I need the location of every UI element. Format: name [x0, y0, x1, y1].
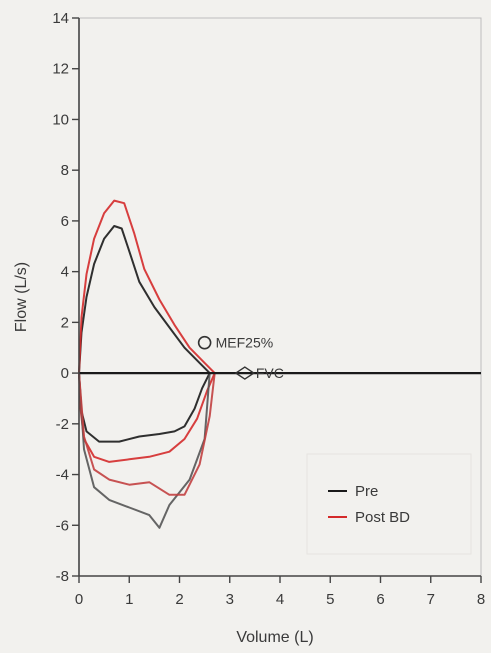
x-tick-label: 5	[326, 591, 334, 608]
annotation-layer: MEF25% FVC	[197, 335, 284, 381]
series-line-loop-3	[78, 372, 216, 496]
y-tick-label: 14	[52, 10, 69, 27]
legend: Pre Post BD	[306, 453, 472, 555]
y-tick-label: 2	[61, 314, 69, 331]
mef25-marker	[197, 335, 212, 350]
y-tick-label: -4	[56, 467, 69, 484]
y-tick-label: -2	[56, 416, 69, 433]
y-tick-label: 10	[52, 111, 69, 128]
annotation-label: FVC	[256, 365, 284, 381]
legend-label: Pre	[355, 483, 378, 500]
y-tick-label: 8	[61, 162, 69, 179]
series-line-post-bd	[78, 199, 216, 463]
y-tick-layer: -8 -6 -4 -2 0 2 4 6 8 10 12 14	[52, 10, 79, 585]
legend-label: Post BD	[355, 509, 410, 526]
x-tick-label: 8	[477, 591, 485, 608]
y-tick-label: 0	[61, 365, 69, 382]
x-tick-label: 0	[75, 591, 83, 608]
y-tick-label: -6	[56, 517, 69, 534]
x-tick-label: 1	[125, 591, 133, 608]
series-line-loop-2	[78, 372, 211, 529]
x-tick-label: 2	[175, 591, 183, 608]
x-tick-layer: 0 1 2 3 4 5 6 7 8	[75, 576, 485, 608]
x-tick-label: 6	[376, 591, 384, 608]
legend-box	[306, 453, 472, 555]
x-axis-title: Volume (L)	[236, 629, 313, 646]
fvc-marker	[234, 366, 256, 380]
y-tick-label: 6	[61, 213, 69, 230]
y-tick-label: 4	[61, 264, 69, 281]
y-tick-label: 12	[52, 61, 69, 78]
x-tick-label: 7	[427, 591, 435, 608]
series-layer	[78, 199, 216, 529]
x-tick-label: 4	[276, 591, 284, 608]
y-tick-label: -8	[56, 568, 69, 585]
plot-frame	[78, 17, 482, 577]
y-axis-title: Flow (L/s)	[13, 262, 30, 332]
x-tick-label: 3	[226, 591, 234, 608]
legend-entries: Pre Post BD	[328, 483, 410, 526]
annotation-label: MEF25%	[216, 335, 274, 351]
series-line-pre	[78, 225, 211, 443]
